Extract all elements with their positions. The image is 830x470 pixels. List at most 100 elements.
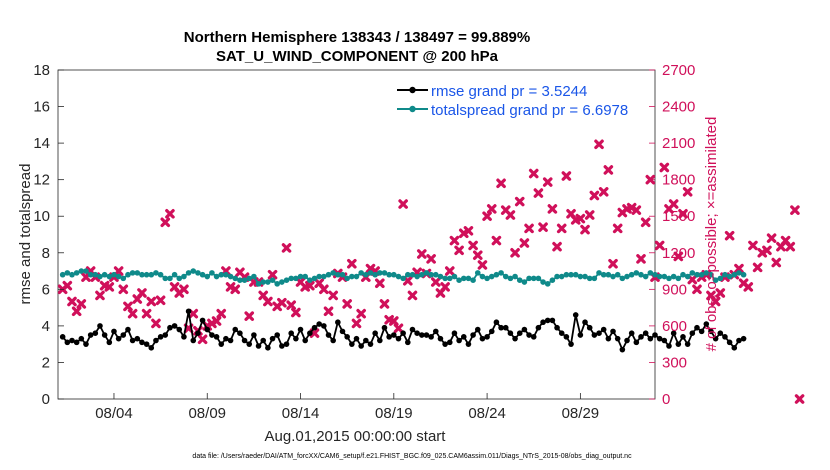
obs-point: [263, 296, 273, 307]
rmse-point: [628, 330, 635, 337]
rmse-point: [400, 330, 406, 337]
totalspread-point: [269, 277, 276, 283]
totalspread-point: [358, 270, 364, 276]
footnote: data file: /Users/raeder/DAI/ATM_forcXX/…: [192, 453, 632, 460]
totalspread-point: [624, 273, 630, 280]
totalspread-point: [740, 271, 747, 278]
rmse-point: [190, 337, 197, 344]
totalspread-point: [391, 271, 397, 278]
obs-point: [752, 262, 763, 273]
y-tick-label: 12: [33, 172, 50, 189]
y-tick-label: 2: [42, 354, 50, 371]
obs-point: [608, 258, 618, 269]
obs-point: [267, 269, 278, 280]
legend-rmse-label: rmse grand pr = 3.5244: [431, 83, 587, 100]
rmse-point: [432, 328, 439, 335]
obs-point: [547, 204, 558, 214]
obs-point: [519, 238, 530, 248]
totalspread-point: [59, 271, 66, 278]
rmse-point: [610, 328, 616, 335]
rmse-point: [325, 332, 332, 338]
obs-point: [454, 245, 464, 256]
rmse-point: [69, 337, 75, 344]
rmse-point: [460, 334, 467, 340]
y-right-tick-label: 2100: [662, 135, 695, 152]
rmse-point: [689, 330, 696, 337]
obs-point: [524, 223, 534, 234]
rmse-point: [377, 337, 383, 344]
rmse-point: [363, 337, 369, 344]
totalspread-point: [726, 273, 733, 280]
rmse-point: [479, 335, 486, 342]
rmse-point: [502, 324, 509, 331]
totalspread-point: [446, 275, 453, 282]
rmse-point: [195, 330, 201, 337]
totalspread-point: [293, 275, 299, 282]
rmse-point: [516, 330, 523, 337]
obs-point: [426, 254, 436, 264]
totalspread-point: [171, 271, 178, 278]
rmse-point: [395, 335, 402, 342]
totalspread-point: [736, 270, 742, 276]
totalspread-point: [554, 273, 560, 280]
obs-point: [118, 284, 129, 295]
rmse-point: [255, 343, 262, 349]
totalspread-point: [666, 275, 672, 282]
obs-point: [375, 278, 385, 289]
rmse-point: [367, 341, 374, 347]
totalspread-point: [148, 271, 155, 278]
y-tick-label: 18: [33, 62, 50, 79]
rmse-point: [596, 330, 602, 337]
totalspread-point: [642, 273, 649, 280]
obs-point: [505, 210, 516, 220]
totalspread-point: [470, 277, 476, 283]
obs-point: [113, 266, 124, 276]
rmse-point: [199, 317, 206, 324]
obs-point: [76, 299, 87, 309]
totalspread-point: [218, 271, 225, 278]
y-axis-left-label: rmse and totalspread: [17, 164, 34, 305]
totalspread-point: [353, 273, 360, 280]
totalspread-point: [339, 271, 346, 278]
obs-point: [542, 177, 553, 187]
rmse-point: [353, 335, 360, 342]
rmse-point: [391, 332, 397, 338]
totalspread-point: [167, 275, 173, 282]
rmse-point: [349, 341, 355, 347]
rmse-point: [619, 346, 626, 353]
rmse-point: [624, 337, 630, 344]
rmse-point: [698, 328, 705, 335]
obs-point: [328, 290, 338, 301]
obs-point: [584, 210, 595, 220]
obs-point: [580, 224, 590, 235]
rmse-point: [227, 337, 234, 344]
totalspread-point: [442, 275, 448, 282]
totalspread-point: [507, 275, 514, 282]
totalspread-point: [493, 271, 500, 278]
rmse-point: [115, 335, 122, 342]
legend-marker-rmse: [409, 86, 416, 94]
totalspread-point: [232, 275, 239, 282]
obs-point: [762, 245, 772, 256]
obs-point: [67, 296, 77, 307]
rmse-point: [232, 326, 239, 333]
totalspread-point: [307, 277, 313, 283]
rmse-point: [638, 334, 644, 340]
rmse-point: [530, 334, 537, 340]
totalspread-point: [279, 279, 285, 285]
totalspread-point: [600, 271, 607, 278]
totalspread-point: [661, 273, 668, 280]
totalspread-point: [176, 275, 183, 282]
totalspread-point: [125, 271, 131, 278]
y-right-tick-label: 0: [662, 391, 670, 408]
obs-point: [794, 394, 805, 404]
totalspread-point: [563, 271, 570, 278]
x-tick-label: 08/09: [188, 405, 226, 422]
totalspread-point: [283, 277, 290, 283]
totalspread-point: [675, 275, 682, 282]
totalspread-series: [59, 268, 747, 287]
obs-point: [146, 296, 157, 307]
rmse-point: [339, 328, 346, 335]
totalspread-point: [335, 271, 341, 278]
totalspread-point: [325, 271, 332, 278]
